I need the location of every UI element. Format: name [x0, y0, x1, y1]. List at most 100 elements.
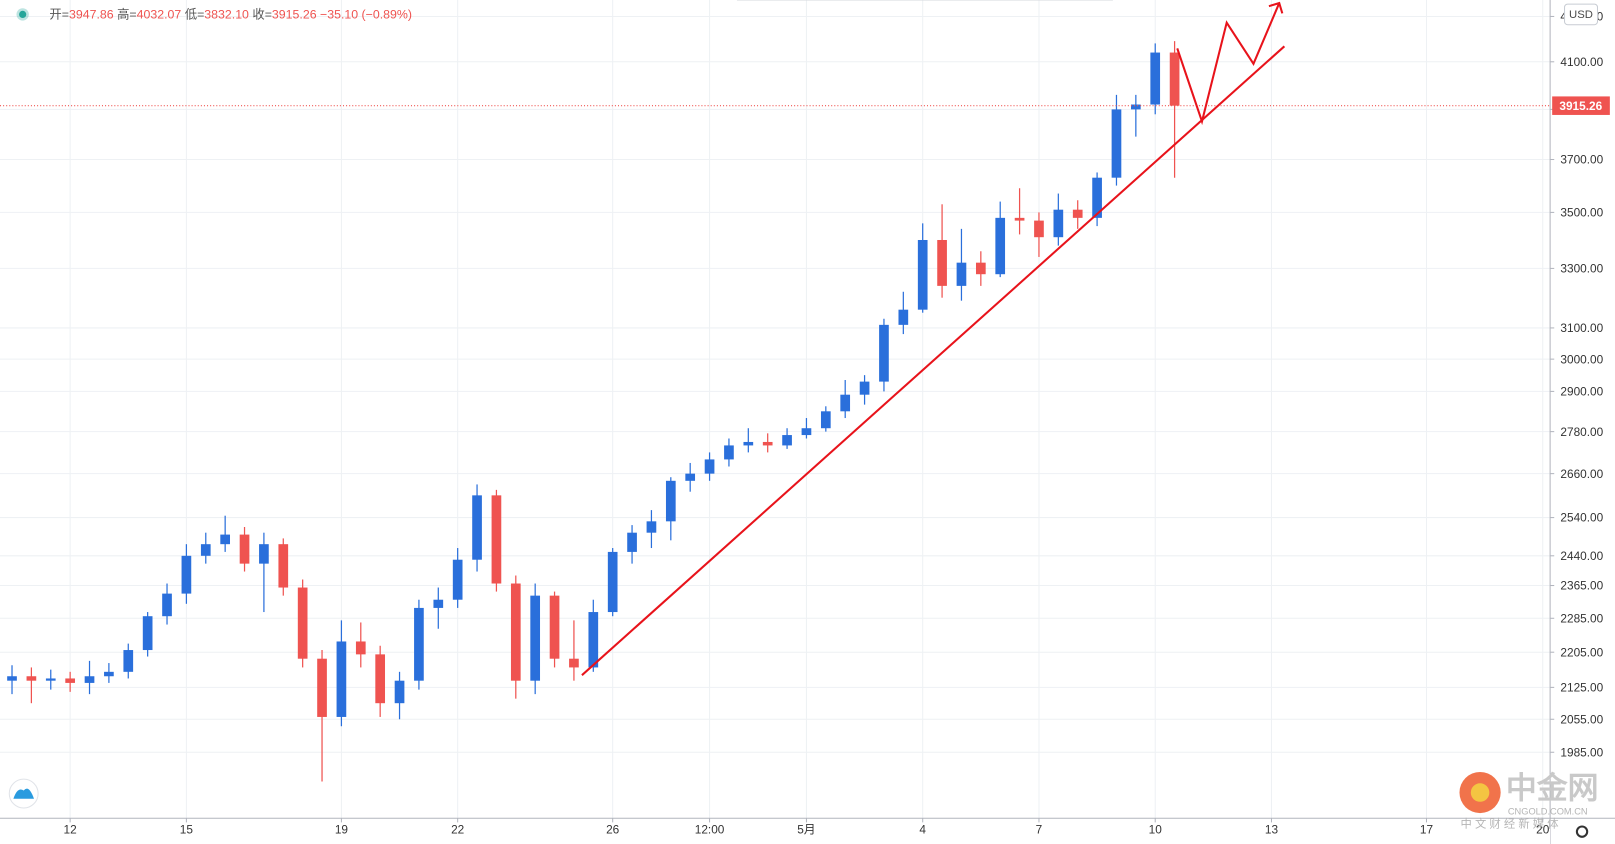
candle-body: [1034, 220, 1044, 238]
x-tick-label: 20: [1536, 823, 1550, 837]
candle-body: [917, 239, 928, 310]
x-tick-label: 5月: [797, 823, 815, 837]
x-tick-label: 10: [1149, 823, 1163, 837]
candle-body: [975, 262, 986, 275]
candle-body: [84, 676, 95, 683]
candle-body: [879, 324, 889, 382]
grid: [0, 0, 1551, 819]
candle-body: [7, 676, 17, 681]
value: 4032.07: [137, 8, 182, 22]
settings-icon[interactable]: [1575, 825, 1589, 838]
candle-body: [762, 441, 773, 446]
candle-body: [995, 217, 1006, 275]
currency-box[interactable]: [1564, 3, 1599, 26]
label: 开=: [49, 8, 69, 22]
last-price-label: 3915.26: [1559, 99, 1602, 113]
candle-body: [414, 607, 424, 681]
y-tick-label: 3100.00: [1560, 321, 1603, 335]
y-tick-label: 3000.00: [1560, 352, 1603, 366]
value: 3915.26: [272, 8, 317, 22]
candle-body: [200, 544, 211, 556]
change: −35.10 (−0.89%): [320, 8, 412, 22]
y-tick-label: 2285.00: [1560, 611, 1603, 625]
arrow-head: [1268, 1, 1284, 14]
y-tick-label: 2440.00: [1560, 549, 1603, 563]
candle-body: [1131, 104, 1141, 110]
value: 3832.10: [204, 8, 249, 22]
y-tick-label: 4100.00: [1560, 55, 1603, 69]
candle-body: [665, 480, 676, 522]
candle-body: [801, 428, 812, 436]
x-tick-label: 15: [180, 823, 194, 837]
candle-body: [549, 595, 560, 659]
candle-body: [123, 650, 134, 672]
y-tick-label: 3300.00: [1560, 262, 1603, 276]
y-tick-label: 2365.00: [1560, 579, 1603, 593]
y-tick-label: 2205.00: [1560, 645, 1603, 659]
y-tick-label: 2780.00: [1560, 425, 1603, 439]
x-tick-label: 12: [64, 823, 77, 837]
candle-body: [743, 441, 754, 446]
candle-body: [142, 616, 153, 651]
ohlc-header: 开=3947.86 高=4032.07 低=3832.10 收=3915.26 …: [49, 7, 412, 22]
candle-body: [646, 521, 657, 533]
candle-body: [26, 676, 37, 681]
label: 收=: [252, 8, 272, 22]
candle-body: [1053, 209, 1064, 238]
y-tick-label: 2125.00: [1560, 681, 1603, 695]
candle-body: [1169, 52, 1180, 106]
candle-body: [1072, 209, 1083, 218]
projection-zigzag: [1176, 2, 1281, 126]
candle-body: [704, 459, 715, 474]
candle-body: [104, 671, 114, 677]
candle-body: [278, 544, 289, 588]
candle-body: [259, 544, 269, 564]
candle-body: [297, 587, 308, 659]
x-tick-label: 22: [451, 823, 464, 837]
candle-body: [1092, 177, 1102, 218]
y-tick-label: 1985.00: [1560, 745, 1603, 759]
candle-body: [375, 654, 386, 704]
candle-body: [510, 583, 521, 681]
x-tick-label: 17: [1420, 823, 1433, 837]
candle-body: [569, 658, 579, 668]
candle-body: [724, 445, 734, 460]
axis-labels: 1985.00 2055.00 2125.00 2205.00 2285.00 2365.…: [64, 10, 1610, 837]
candle-body: [859, 381, 870, 395]
candle-body: [937, 239, 947, 286]
time-axis: [0, 818, 1551, 844]
currency[interactable]: USD: [1569, 9, 1593, 21]
x-tick-label: 13: [1265, 823, 1279, 837]
candle-body: [394, 680, 405, 704]
candle-body: [336, 641, 347, 717]
price-axis: [1550, 0, 1615, 844]
x-tick-label: 19: [335, 823, 349, 837]
watermark-site: CNGOLD.COM.CN: [1508, 807, 1588, 817]
candles: [7, 41, 1180, 782]
y-tick-label: 2540.00: [1560, 511, 1603, 525]
value: 3947.86: [69, 8, 114, 22]
last-price-box: [1552, 96, 1610, 115]
candle-body: [685, 473, 696, 481]
candle-body: [530, 595, 541, 681]
candle-body: [820, 411, 831, 429]
candle-body: [317, 658, 327, 717]
watermark-logo-inner: [1470, 783, 1490, 802]
candle-body: [782, 435, 792, 446]
candle-body: [433, 599, 444, 608]
candle-body: [472, 495, 482, 560]
candle-body: [355, 641, 366, 655]
candle-body: [220, 534, 230, 545]
x-tick-label: 12:00: [695, 823, 725, 837]
candle-body: [65, 678, 75, 683]
candle-body: [239, 534, 250, 564]
candle-body: [162, 593, 172, 617]
candle-body: [840, 394, 851, 412]
candle-body: [45, 678, 56, 681]
candle-body: [607, 551, 618, 613]
candle-body: [1111, 109, 1122, 178]
trend-line: [581, 45, 1286, 676]
candle-body: [452, 559, 463, 600]
x-tick-label: 7: [1036, 823, 1043, 837]
